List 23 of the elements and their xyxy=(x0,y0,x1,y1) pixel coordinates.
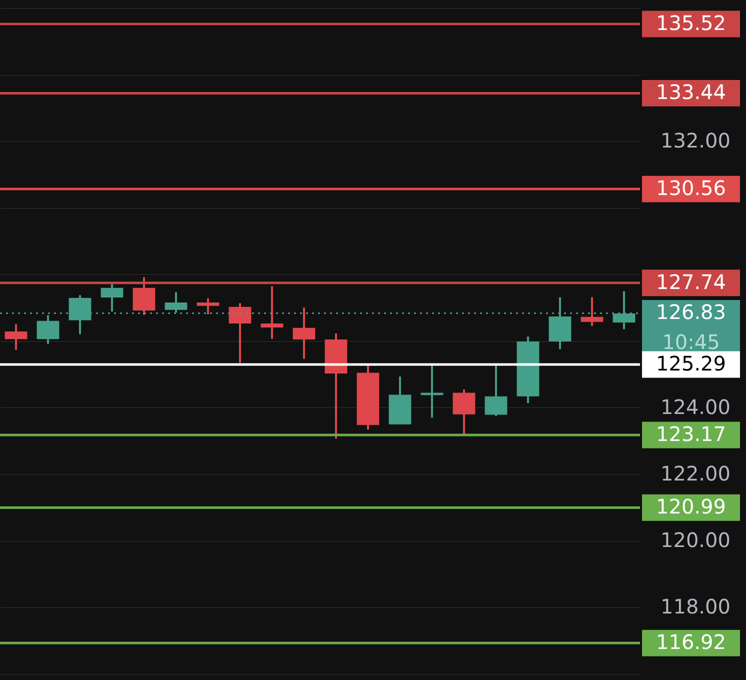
ref-line-label: 135.52 xyxy=(656,10,726,35)
candlestick xyxy=(4,323,28,351)
candlestick xyxy=(132,276,156,316)
y-tick-label: 122.00 xyxy=(660,461,730,486)
ref-line-label: 126.83 xyxy=(656,300,726,324)
ref-line-label: 123.17 xyxy=(656,422,726,446)
y-tick-label: 124.00 xyxy=(660,394,730,419)
ref-line-label: 130.56 xyxy=(656,176,726,200)
candlestick xyxy=(484,363,508,418)
candlestick xyxy=(292,306,316,360)
candlestick xyxy=(452,388,476,436)
ref-line-label: 120.99 xyxy=(656,494,726,519)
candlestick xyxy=(100,283,124,313)
candlestick xyxy=(196,297,220,316)
candlestick xyxy=(580,296,604,327)
y-tick-label: 120.00 xyxy=(660,528,730,552)
ref-line-label: 127.74 xyxy=(656,270,726,294)
candlestick xyxy=(260,285,284,340)
y-tick-label: 118.00 xyxy=(660,594,730,619)
ref-line-label: 116.92 xyxy=(656,630,726,654)
ref-line-label: 133.44 xyxy=(656,80,726,104)
y-tick-label: 132.00 xyxy=(660,128,730,153)
candlestick xyxy=(228,302,252,364)
